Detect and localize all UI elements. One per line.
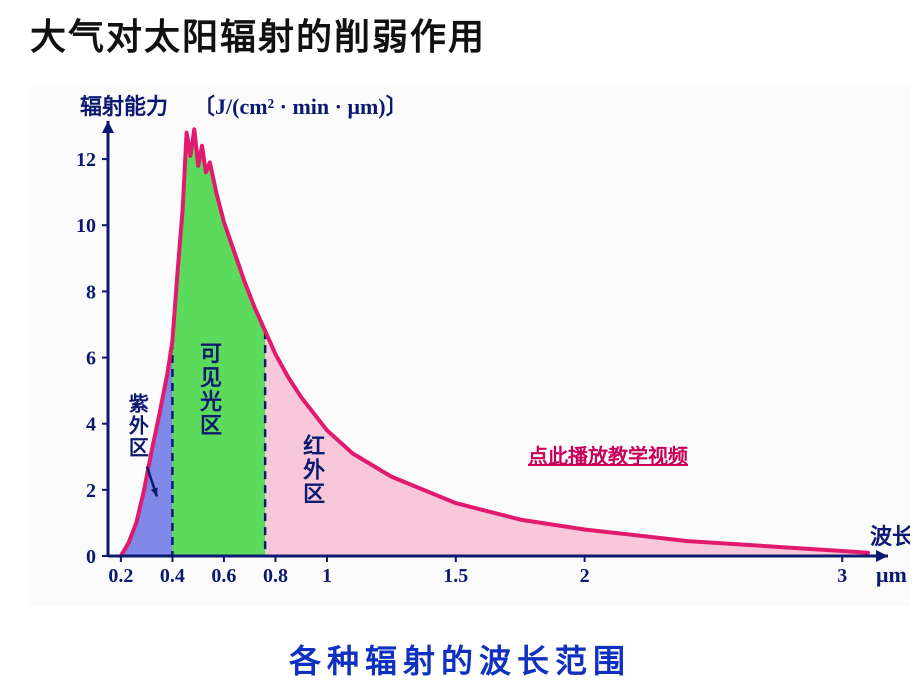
y-tick-label: 12: [76, 149, 96, 171]
x-tick-label: 3: [837, 565, 847, 587]
y-tick-label: 8: [86, 281, 96, 303]
x-tick-label: 0.2: [108, 565, 133, 587]
y-axis-unit: 〔J/(cm² · min · μm)〕: [193, 94, 408, 119]
y-tick-label: 6: [86, 348, 96, 370]
band-label-2: 外: [303, 457, 325, 482]
play-video-link[interactable]: 点此播放教学视频: [528, 440, 688, 469]
x-tick-label: 0.8: [263, 565, 288, 587]
x-axis-label: 波长: [870, 524, 910, 549]
band-label-0: 区: [129, 437, 149, 459]
band-label-2: 区: [303, 481, 325, 506]
x-axis-unit: μm: [876, 562, 907, 587]
y-tick-label: 10: [76, 215, 96, 237]
x-tick-label: 0.6: [211, 565, 236, 587]
x-tick-label: 1.5: [443, 565, 468, 587]
y-tick-label: 0: [86, 546, 96, 568]
page-title: 大气对太阳辐射的削弱作用: [30, 8, 486, 60]
bottom-caption: 各种辐射的波长范围: [0, 636, 920, 682]
chart-svg: 0 2 4 6 8 10 12 0.2 0.4 0.6 0.8 1 1.5 2 3 辐射能力〔J/(cm² ·…: [30, 86, 910, 606]
chart-area: 0 2 4 6 8 10 12 0.2 0.4 0.6 0.8 1 1.5 2 3 辐射能力〔J/(cm² ·…: [30, 86, 910, 606]
band-label-1: 光: [199, 389, 222, 414]
x-tick-label: 1: [322, 565, 332, 587]
x-tick-label: 2: [580, 565, 590, 587]
x-tick-label: 0.4: [160, 565, 185, 587]
band-label-0: 外: [129, 413, 149, 437]
band-label-1: 区: [200, 413, 222, 438]
band-label-0: 紫: [129, 392, 149, 415]
band-label-2: 红: [303, 433, 325, 458]
y-tick-label: 2: [86, 480, 96, 502]
y-axis-label: 辐射能力: [80, 94, 168, 119]
band-label-1: 见: [200, 365, 222, 390]
band-label-1: 可: [200, 341, 222, 366]
y-tick-label: 4: [86, 414, 96, 436]
